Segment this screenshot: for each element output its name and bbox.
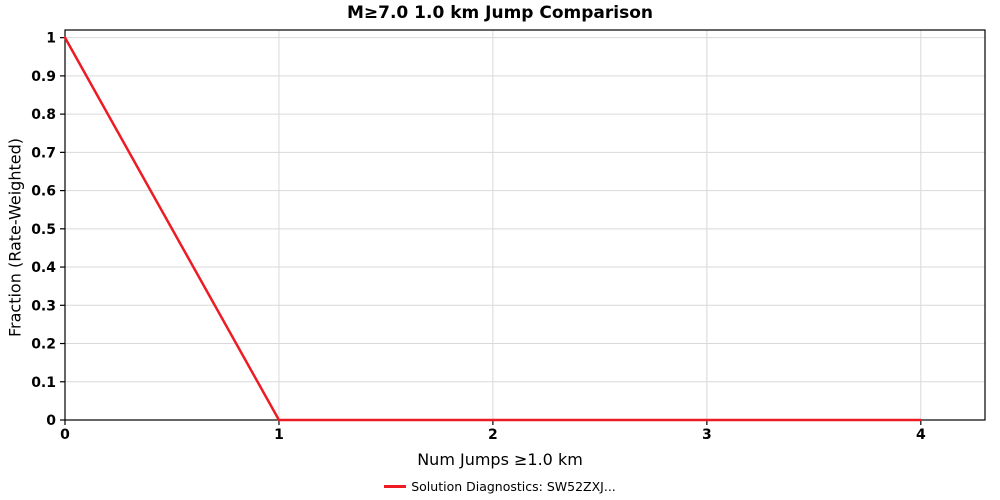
y-tick-label: 0.7 <box>31 145 56 161</box>
y-axis-label: Fraction (Rate-Weighted) <box>5 138 25 337</box>
y-tick-label: 1 <box>46 31 56 47</box>
x-tick-label: 4 <box>916 427 926 443</box>
x-tick-label: 2 <box>488 427 498 443</box>
x-tick-label: 1 <box>274 427 284 443</box>
legend-line-marker-icon <box>384 485 407 488</box>
y-tick-label: 0.9 <box>31 69 56 85</box>
legend-label: Solution Diagnostics: SW52ZXJ... <box>411 479 616 494</box>
x-axis-label: Num Jumps ≥1.0 km <box>417 450 583 469</box>
y-tick-label: 0.8 <box>31 107 56 123</box>
y-tick-label: 0.3 <box>31 298 56 314</box>
plot-border <box>64 29 986 421</box>
x-tick-label: 3 <box>702 427 712 443</box>
y-tick-label: 0.4 <box>31 260 56 276</box>
chart-title: M≥7.0 1.0 km Jump Comparison <box>346 3 654 23</box>
y-tick-label: 0.6 <box>31 184 56 200</box>
legend: Solution Diagnostics: SW52ZXJ... <box>0 479 1000 494</box>
y-tick-label: 0.2 <box>31 337 56 353</box>
x-tick-label: 0 <box>60 427 70 443</box>
plot-area: 0 1 2 3 4 0 0.1 0.2 0.3 0.4 0.5 0.6 0.7 0.8 0.9 1 <box>31 29 986 443</box>
y-tick-label: 0.5 <box>31 222 56 238</box>
y-tick-label: 0 <box>46 413 56 429</box>
series-line <box>63 36 923 422</box>
y-tick-label: 0.1 <box>31 375 56 391</box>
